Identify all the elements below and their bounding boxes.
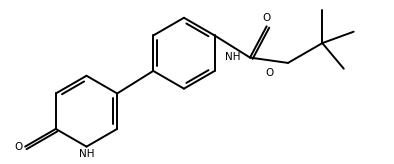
Text: O: O: [15, 142, 23, 152]
Text: O: O: [262, 13, 271, 23]
Text: NH: NH: [79, 149, 94, 159]
Text: O: O: [265, 68, 273, 78]
Text: NH: NH: [225, 51, 240, 62]
